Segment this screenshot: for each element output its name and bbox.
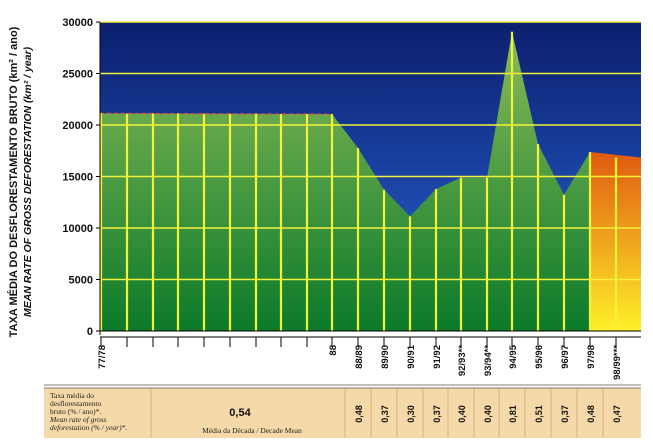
- y-axis-label: TAXA MÉDIA DO DESFLORESTAMENTO BRUTO (km…: [7, 26, 20, 337]
- x-tick-label: 88: [328, 345, 339, 356]
- rate-value: 0,48: [586, 405, 596, 423]
- y-axis-label-english: MEAN RATE OF GROSS DEFORESTATION (km² / …: [22, 46, 34, 317]
- rate-value: 0,37: [380, 405, 390, 423]
- rate-value: 0,47: [612, 405, 622, 423]
- rate-row-label: Mean rate of gross: [49, 415, 107, 424]
- rate-row-label: deforestation (% / year)*.: [50, 423, 127, 432]
- x-tick-label: 93/94**: [483, 345, 494, 376]
- rate-value: 0,40: [457, 405, 467, 423]
- y-tick-label: 5000: [69, 275, 93, 287]
- rate-row-label: bruto (% / ano)*.: [50, 407, 101, 416]
- rate-value: 0,40: [483, 405, 493, 423]
- x-tick-label: 90/91: [406, 344, 417, 368]
- rate-value: 0,37: [560, 405, 570, 423]
- y-tick-label: 25000: [62, 69, 93, 81]
- y-tick-label: 15000: [62, 172, 93, 184]
- x-tick-label: 98/99***: [612, 345, 623, 380]
- rate-table-background: [44, 388, 641, 438]
- rate-row-label: desflorestamento: [50, 399, 101, 408]
- mean-1978-1988-dashed-line: [99, 112, 333, 115]
- x-tick-label: 96/97: [560, 345, 571, 369]
- decade-mean-caption: Média da Década / Decade Mean: [202, 426, 302, 435]
- rate-value: 0,30: [406, 405, 416, 423]
- x-tick-label: 92/93**: [457, 345, 468, 376]
- x-tick-label: 95/96: [534, 345, 545, 369]
- x-tick-label: 97/98: [586, 345, 597, 369]
- y-tick-label: 20000: [62, 120, 93, 132]
- decade-mean-value: 0,54: [229, 407, 251, 419]
- x-tick-label: 89/90: [380, 345, 391, 369]
- y-tick-label: 0: [87, 326, 93, 338]
- rate-value: 0,37: [432, 405, 442, 423]
- rate-row-label: Taxa média do: [50, 391, 94, 400]
- rate-value: 0,51: [534, 405, 544, 423]
- x-tick-label: 77/78: [97, 345, 108, 369]
- rate-value: 0,81: [508, 405, 518, 423]
- deforestation-area: [100, 31, 590, 332]
- x-tick-label: 91/92: [432, 345, 443, 369]
- y-tick-label: 30000: [62, 17, 93, 29]
- rate-value: 0,48: [354, 405, 364, 423]
- y-tick-label: 10000: [62, 223, 93, 235]
- x-tick-label: 94/95: [508, 344, 519, 368]
- x-tick-label: 88/89: [354, 345, 365, 369]
